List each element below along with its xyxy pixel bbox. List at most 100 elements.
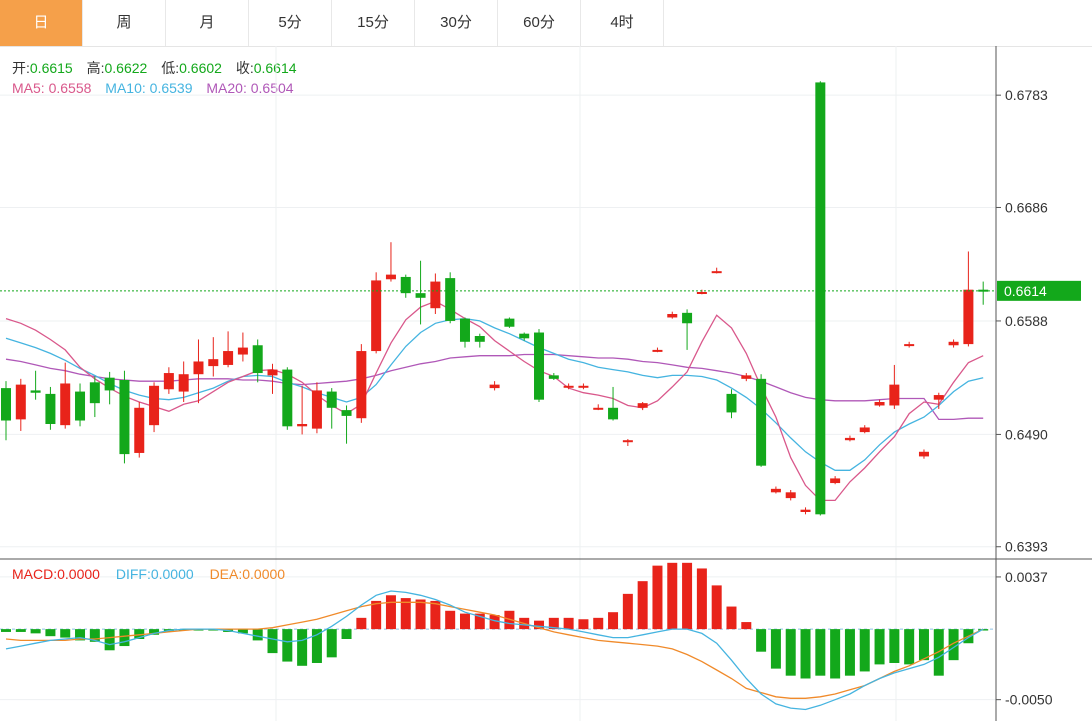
macd-bar [637, 581, 648, 630]
y-tick-label: 0.6393 [1005, 539, 1048, 555]
open-value: 0.6615 [29, 60, 73, 76]
macd-bar [75, 629, 86, 641]
macd-info: MACD:0.0000 DIFF:0.0000 DEA:0.0000 [12, 566, 285, 582]
ma5-value: 0.6558 [48, 80, 92, 96]
candle-body [578, 385, 589, 388]
candle-body [415, 293, 426, 298]
tab-7[interactable]: 4时 [581, 0, 664, 46]
candle-body [149, 385, 160, 426]
candlestick-chart: 0.6783 0.6686 0.6588 0.6490 0.6393 0.6614 [0, 46, 1092, 560]
macd-bar [800, 629, 811, 679]
macd-bar [711, 585, 722, 630]
diff-line [5, 590, 984, 711]
macd-bar [904, 629, 915, 665]
last-price-tag [997, 280, 1081, 301]
tab-6[interactable]: 60分 [498, 0, 581, 46]
candle-body [356, 351, 367, 419]
macd-bar [815, 629, 826, 676]
candle-body [904, 344, 915, 347]
candle-body [652, 349, 663, 352]
candle-body [874, 402, 885, 406]
macd-bar [474, 613, 485, 630]
macd-bar [385, 595, 396, 630]
macd-bar [119, 629, 130, 647]
candle-body [237, 347, 248, 355]
candle-body [844, 437, 855, 441]
macd-bar [785, 629, 796, 676]
macd-bar [548, 617, 559, 630]
timeframe-tabs: 日周月 5分 15分 30分 60分 4时 [0, 0, 1092, 47]
macd-bar [756, 629, 767, 652]
tab-4[interactable]: 15分 [332, 0, 415, 46]
candle-body [459, 318, 470, 342]
candle-body [474, 336, 485, 342]
macd-bar [208, 629, 219, 631]
candle-body [637, 403, 648, 408]
macd-bar [430, 600, 441, 630]
candle-body [785, 492, 796, 499]
macd-value: 0.0000 [57, 566, 100, 582]
candle-body [548, 375, 559, 379]
candle-body [563, 385, 574, 388]
macd-bar [696, 568, 707, 630]
macd-bar [741, 622, 752, 630]
macd-bar [608, 612, 619, 630]
dea-line [5, 601, 984, 699]
macd-bar [15, 629, 26, 632]
high-label: 高: [86, 60, 105, 76]
candle-body [978, 289, 989, 292]
macd-bar [652, 565, 663, 630]
candle-body [1, 388, 11, 421]
macd-bar [252, 629, 263, 641]
macd-bar [844, 629, 855, 676]
candle-body [15, 384, 26, 420]
close-label: 收: [235, 60, 254, 76]
macd-bar [874, 629, 885, 665]
macd-bar [341, 629, 352, 639]
tab-5[interactable]: 30分 [415, 0, 498, 46]
macd-bar [178, 629, 189, 631]
macd-bar [237, 629, 248, 634]
candle-body [75, 391, 86, 421]
macd-bar [149, 629, 160, 635]
candle-body [341, 410, 352, 416]
dea-value: 0.0000 [242, 566, 286, 582]
candle-body [504, 318, 515, 327]
ma20-label: MA20: [206, 80, 247, 96]
tab-2[interactable]: 月 [166, 0, 249, 46]
candle-body [534, 332, 545, 400]
tab-0[interactable]: 日 [0, 0, 83, 46]
macd-bar [267, 629, 278, 654]
candle-body [385, 274, 396, 280]
high-value: 0.6622 [104, 60, 148, 76]
macd-bar [682, 562, 693, 630]
candle-body [889, 384, 900, 406]
candle-body [948, 341, 959, 346]
candle-body [371, 280, 382, 352]
candle-body [178, 374, 189, 392]
macd-bar [445, 610, 456, 630]
macd-bar [311, 629, 322, 663]
candle-body [608, 407, 619, 420]
macd-bar [489, 615, 500, 630]
ma10-label: MA10: [105, 80, 146, 96]
macd-bar [89, 629, 100, 642]
macd-chart: 0.0037 -0.0050 [0, 560, 1053, 721]
candle-body [696, 292, 707, 294]
diff-label: DIFF: [115, 566, 151, 582]
candle-body [756, 378, 767, 466]
candle-body [45, 393, 56, 424]
dea-label: DEA: [209, 566, 243, 582]
tab-3[interactable]: 5分 [249, 0, 332, 46]
tab-1[interactable]: 周 [83, 0, 166, 46]
candle-body [430, 281, 441, 309]
macd-bar [459, 613, 470, 630]
candle-body [400, 276, 411, 294]
candle-body [445, 278, 456, 321]
candle-body [963, 289, 974, 345]
macd-label: MACD: [12, 566, 58, 582]
macd-bar [415, 599, 426, 630]
macd-bar [371, 600, 382, 630]
candle-body [252, 345, 263, 374]
candle-body [119, 380, 130, 455]
